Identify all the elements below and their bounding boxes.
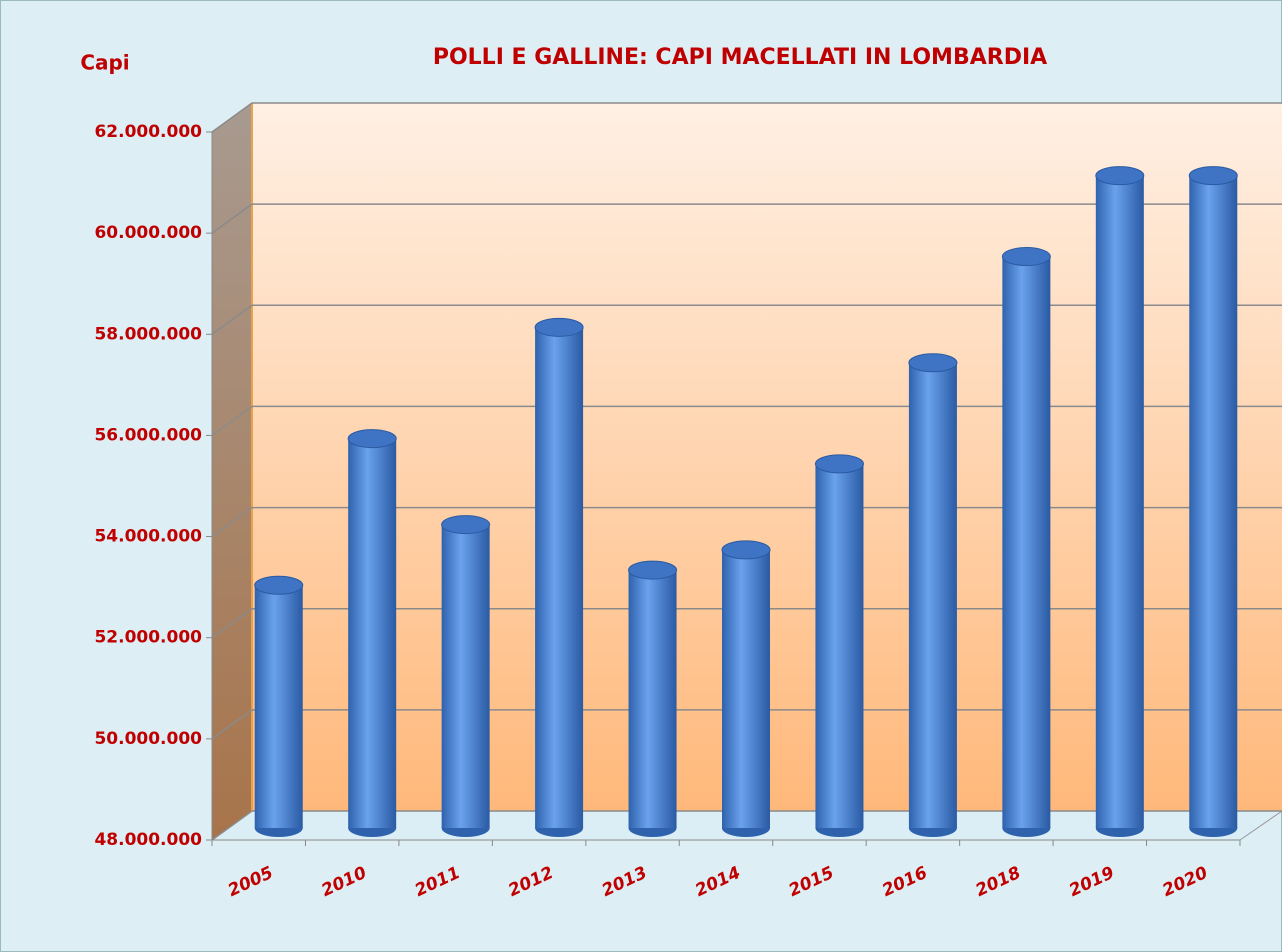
grid-line <box>211 102 253 133</box>
bar <box>254 585 303 828</box>
y-tick-label: 52.000.000 <box>94 628 202 648</box>
grid-line <box>211 304 253 335</box>
grid-line <box>211 608 253 639</box>
bar-top <box>441 515 491 535</box>
bar-top <box>347 429 397 449</box>
bar <box>535 327 584 828</box>
bars <box>254 166 1238 837</box>
bar <box>908 362 957 828</box>
grid-line <box>211 203 253 234</box>
bar-top <box>1095 166 1145 186</box>
bar-top <box>254 575 304 595</box>
bar <box>722 549 770 828</box>
y-axis-title: Capi <box>80 51 129 75</box>
grid-line <box>211 405 253 437</box>
grid-line <box>211 810 253 841</box>
y-tick-label: 50.000.000 <box>94 729 202 749</box>
bar <box>628 570 677 828</box>
y-tick-label: 60.000.000 <box>94 223 202 243</box>
bar-top <box>534 317 584 337</box>
grid-line <box>211 506 253 538</box>
y-tick-label: 58.000.000 <box>94 324 202 344</box>
side-wall <box>212 103 252 840</box>
bar-top <box>814 454 864 474</box>
bar-top <box>908 353 958 373</box>
y-tick-label: 54.000.000 <box>94 527 202 547</box>
y-tick-label: 48.000.000 <box>94 830 202 850</box>
grid-line <box>211 709 253 740</box>
chart-title: POLLI E GALLINE: CAPI MACELLATI IN LOMBA… <box>433 45 1047 70</box>
bar <box>441 524 490 828</box>
bar <box>1189 175 1238 829</box>
bar <box>1095 175 1144 829</box>
bar-top <box>721 540 771 560</box>
y-tick-label: 56.000.000 <box>94 425 202 445</box>
bar <box>815 463 864 828</box>
bar <box>348 438 397 828</box>
bar-top <box>1001 247 1051 267</box>
bar-top <box>628 560 678 580</box>
bar-top <box>1188 166 1238 186</box>
bar <box>1002 256 1051 828</box>
y-tick-label: 62.000.000 <box>94 122 202 142</box>
